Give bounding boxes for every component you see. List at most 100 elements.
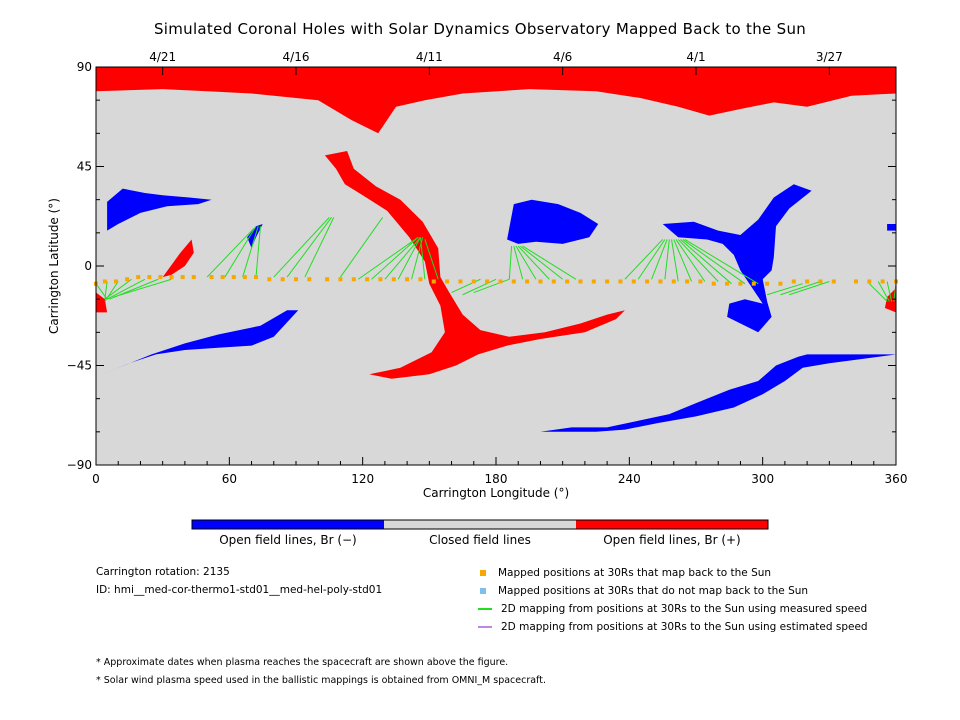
mapped-point (231, 275, 236, 280)
mapped-point (698, 279, 703, 284)
y-tick-label: −90 (67, 458, 92, 472)
green-line-icon (478, 608, 492, 610)
top-date-label: 4/11 (416, 50, 443, 64)
mapping-line-measured (473, 278, 510, 294)
mapped-point (294, 277, 298, 282)
legend-label: Mapped positions at 30Rs that do not map… (498, 585, 809, 597)
legend-item-not-mapped-back: Mapped positions at 30Rs that do not map… (478, 585, 808, 597)
mapped-point (591, 279, 596, 284)
mapping-line-measured (371, 236, 419, 280)
mapping-line-measured (224, 225, 257, 278)
mapping-line-measured (766, 283, 803, 296)
x-tick-label: 180 (485, 472, 508, 486)
mapping-line-measured (304, 217, 335, 278)
mapped-point (158, 275, 163, 280)
mapped-point (805, 279, 810, 284)
x-tick-label: 0 (92, 472, 100, 486)
x-tick-label: 240 (618, 472, 641, 486)
open-negative-region (662, 184, 812, 333)
mapping-line-measured (682, 239, 746, 285)
open-positive-region (162, 239, 194, 278)
mapped-point (280, 277, 285, 282)
legend-label: 2D mapping from positions at 30Rs to the… (501, 603, 868, 615)
y-axis-label: Carrington Latitude (°) (47, 198, 61, 334)
colorbar-label-closed: Closed field lines (429, 533, 531, 547)
mapped-point (180, 275, 185, 280)
mapped-point (751, 281, 756, 286)
top-date-label: 3/27 (816, 50, 843, 64)
mapped-point (136, 275, 141, 280)
footnote-dates: * Approximate dates when plasma reaches … (96, 657, 509, 668)
mapped-point (338, 277, 343, 282)
mapping-line-measured (113, 278, 172, 298)
colorbar-frame (191, 519, 769, 530)
mapping-line-measured (520, 245, 563, 280)
legend-item-mapped-back: Mapped positions at 30Rs that map back t… (478, 567, 771, 579)
mapped-point (365, 277, 370, 282)
mapping-line-measured (664, 239, 670, 280)
mapped-point (498, 279, 503, 284)
open-negative-region (507, 199, 599, 244)
footnote-plasma-speed: * Solar wind plasma speed used in the ba… (96, 675, 546, 686)
mapped-point (511, 279, 516, 284)
mapped-point (418, 277, 423, 282)
open-positive-region (324, 151, 625, 379)
mapped-point (147, 275, 152, 280)
mapped-point (765, 281, 770, 286)
open-negative-region (887, 224, 896, 231)
mapped-point (431, 279, 436, 284)
carrington-rotation: Carrington rotation: 2135 (96, 566, 230, 578)
mapped-point (458, 279, 463, 284)
mapped-point (631, 279, 636, 284)
mapped-point (351, 277, 356, 282)
model-id: ID: hmi__med-cor-thermo1-std01__med-hel-… (96, 584, 383, 596)
colorbar-label-positive: Open field lines, Br (+) (603, 533, 741, 547)
mapping-line-measured (877, 281, 890, 302)
mapped-point (242, 275, 247, 280)
mapping-line-measured (384, 236, 421, 280)
mapping-line-measured (273, 217, 330, 278)
x-tick-label: 60 (222, 472, 237, 486)
mapped-point (618, 279, 623, 284)
mapping-line-measured (242, 226, 259, 278)
mapped-point (405, 277, 410, 282)
mapped-point (565, 279, 570, 284)
mapped-point (391, 277, 396, 282)
mapping-line-measured (424, 239, 439, 280)
x-tick-label: 300 (751, 472, 774, 486)
mapping-line-measured (522, 245, 577, 280)
mapping-line-measured (206, 228, 255, 278)
mapped-point (325, 277, 330, 282)
orange-square-icon (480, 570, 486, 576)
mapping-line-measured (868, 283, 888, 302)
mapped-point (578, 279, 583, 284)
y-tick-label: −45 (67, 359, 92, 373)
mapping-line-measured (780, 281, 821, 296)
mapping-line-measured (680, 239, 732, 285)
colorbar-label-negative: Open field lines, Br (−) (219, 533, 357, 547)
mapped-point (220, 275, 225, 280)
open-positive-region (96, 67, 896, 134)
mapped-point (818, 279, 823, 284)
open-positive-region (96, 292, 108, 313)
mapped-point (854, 279, 858, 284)
mapped-point (169, 275, 174, 280)
y-tick-label: 0 (84, 259, 92, 273)
mapped-point (525, 279, 530, 284)
mapping-line-measured (651, 239, 668, 280)
x-tick-label: 360 (885, 472, 908, 486)
mapping-line-measured (675, 239, 706, 282)
x-axis-label: Carrington Longitude (°) (423, 486, 569, 500)
mapped-point (685, 279, 690, 284)
mapped-point (551, 279, 556, 284)
mapping-line-measured (255, 226, 261, 278)
mapping-line-measured (637, 239, 666, 280)
mapping-line-measured (673, 239, 693, 282)
top-date-label: 4/6 (553, 50, 572, 64)
mapping-line-measured (462, 278, 497, 296)
mapping-line-measured (886, 281, 893, 302)
mapped-point (658, 279, 663, 284)
mapped-point (538, 279, 543, 284)
mapping-line-measured (684, 239, 759, 285)
mapped-point (867, 279, 872, 284)
